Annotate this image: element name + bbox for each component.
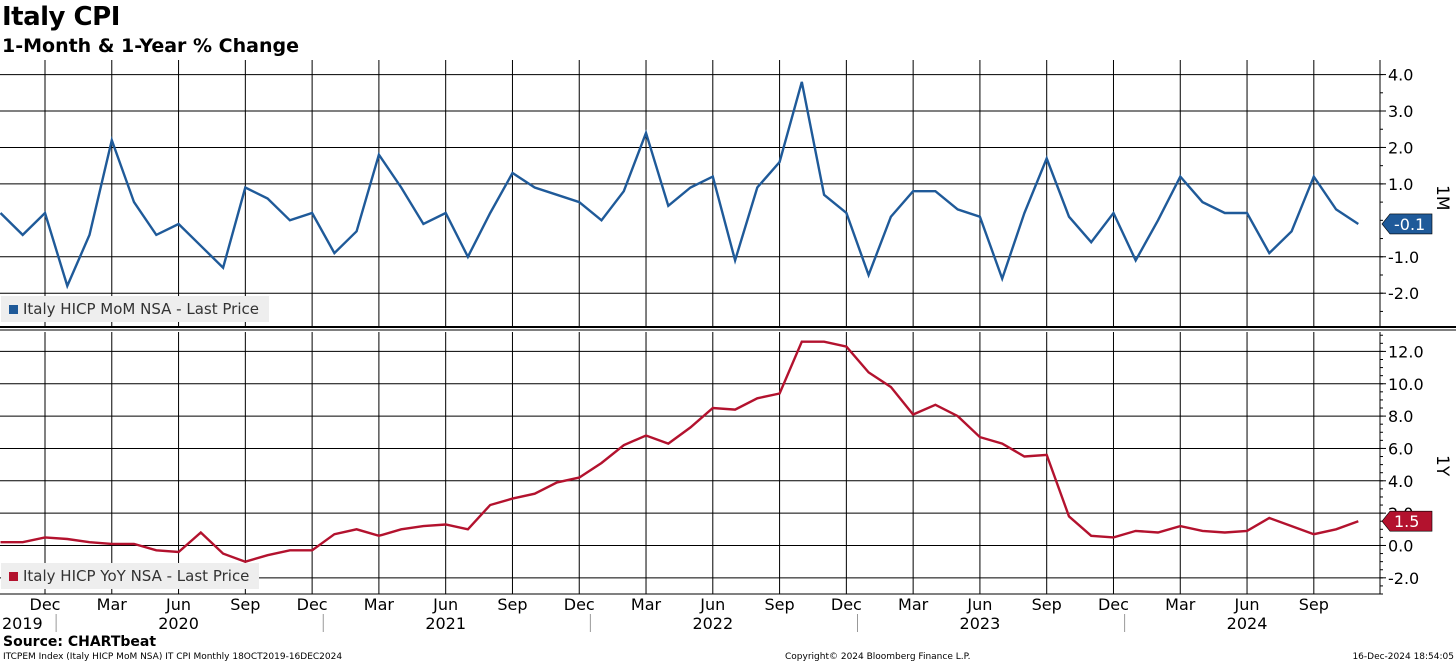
yoy-ytick-label: 4.0 xyxy=(1388,472,1413,491)
legend-label-mom: Italy HICP MoM NSA - Last Price xyxy=(23,300,259,318)
legend-label-yoy: Italy HICP YoY NSA - Last Price xyxy=(23,567,250,585)
x-year-label: 2019 xyxy=(2,614,43,633)
mom-ytick-label: 3.0 xyxy=(1388,102,1413,121)
yoy-ytick-label: 6.0 xyxy=(1388,439,1413,458)
x-month-label: Jun xyxy=(165,595,191,614)
yoy-series-line xyxy=(0,340,1359,563)
legend-mom: Italy HICP MoM NSA - Last Price xyxy=(1,296,269,322)
yoy-ytick-label: 0.0 xyxy=(1388,536,1413,555)
yoy-panel-label: 1Y xyxy=(1432,455,1452,477)
mom-ytick-label: 1.0 xyxy=(1388,175,1413,194)
x-year-label: 2022 xyxy=(692,614,733,633)
x-month-label: Sep xyxy=(497,595,527,614)
x-month-label: Sep xyxy=(765,595,795,614)
mom-ytick-label: -1.0 xyxy=(1388,248,1419,267)
legend-swatch-yoy xyxy=(9,572,18,581)
mom-panel-label: 1M xyxy=(1432,185,1452,210)
x-year-label: 2020 xyxy=(158,614,199,633)
x-month-label: Mar xyxy=(631,595,662,614)
x-year-label: 2024 xyxy=(1227,614,1268,633)
mom-ytick-label: 4.0 xyxy=(1388,66,1413,85)
x-month-label: Jun xyxy=(699,595,725,614)
footer-timestamp: 16-Dec-2024 18:54:05 xyxy=(1352,652,1454,662)
yoy-ytick-label: -2.0 xyxy=(1388,569,1419,588)
mom-series-line xyxy=(0,81,1359,290)
x-month-label: Jun xyxy=(966,595,992,614)
legend-swatch-mom xyxy=(9,305,18,314)
source-note: Source: CHARTbeat xyxy=(3,634,157,650)
x-month-label: Sep xyxy=(1032,595,1062,614)
x-year-label: 2021 xyxy=(425,614,466,633)
yoy-last-value-label: 1.5 xyxy=(1394,512,1419,531)
mom-ytick-label: 2.0 xyxy=(1388,138,1413,157)
yoy-ytick-label: 8.0 xyxy=(1388,407,1413,426)
x-month-label: Dec xyxy=(831,595,862,614)
mom-last-value-tag xyxy=(1381,213,1433,235)
x-month-label: Sep xyxy=(1299,595,1329,614)
x-month-label: Mar xyxy=(1165,595,1196,614)
chart-title: Italy CPI xyxy=(2,2,120,32)
mom-ytick-label: -2.0 xyxy=(1388,284,1419,303)
x-month-label: Mar xyxy=(364,595,395,614)
x-month-label: Dec xyxy=(30,595,61,614)
yoy-ytick-label: 12.0 xyxy=(1388,342,1424,361)
footer-copyright: Copyright© 2024 Bloomberg Finance L.P. xyxy=(785,652,971,662)
x-month-label: Jun xyxy=(432,595,458,614)
yoy-last-value-tag xyxy=(1381,510,1433,532)
mom-last-value-label: -0.1 xyxy=(1394,215,1425,234)
x-month-label: Dec xyxy=(297,595,328,614)
x-month-label: Dec xyxy=(1098,595,1129,614)
yoy-ytick-label: 10.0 xyxy=(1388,375,1424,394)
x-month-label: Sep xyxy=(230,595,260,614)
x-month-label: Mar xyxy=(97,595,128,614)
x-month-label: Dec xyxy=(564,595,595,614)
footer-index-info: ITCPEM Index (Italy HICP MoM NSA) IT CPI… xyxy=(3,652,343,662)
legend-yoy: Italy HICP YoY NSA - Last Price xyxy=(1,563,260,589)
x-year-label: 2023 xyxy=(960,614,1001,633)
chart-subtitle: 1-Month & 1-Year % Change xyxy=(2,35,299,57)
x-month-label: Mar xyxy=(898,595,929,614)
x-month-label: Jun xyxy=(1234,595,1260,614)
